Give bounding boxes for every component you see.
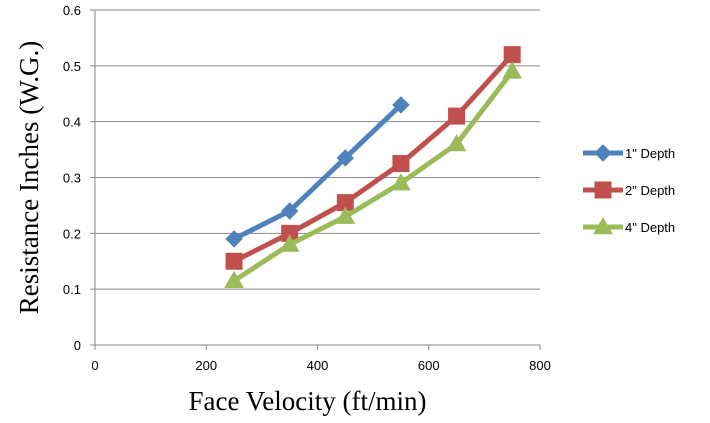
data-point bbox=[279, 234, 300, 252]
axes: 0 0.1 0.2 0.3 0.4 0.5 0.6 0 200 400 600 800 bbox=[63, 3, 551, 373]
data-point bbox=[502, 61, 523, 79]
y-tick-label: 0 bbox=[74, 338, 81, 353]
series-line bbox=[232, 52, 515, 264]
series-line bbox=[232, 69, 515, 283]
legend-item: 4" Depth bbox=[583, 216, 675, 235]
x-tick-label: 0 bbox=[91, 358, 98, 373]
data-point bbox=[280, 202, 299, 220]
y-tick-label: 0.5 bbox=[63, 59, 81, 74]
x-axis-title: Face Velocity (ft/min) bbox=[189, 386, 427, 416]
x-tick-label: 800 bbox=[529, 358, 551, 373]
y-tick-label: 0.1 bbox=[63, 282, 81, 297]
series-triangle bbox=[224, 61, 523, 289]
series-layer bbox=[224, 46, 523, 289]
data-point bbox=[392, 155, 410, 173]
x-tick-label: 400 bbox=[307, 358, 329, 373]
data-point bbox=[446, 133, 467, 152]
legend-label: 2" Depth bbox=[625, 183, 675, 198]
series-diamond bbox=[225, 96, 410, 248]
data-point bbox=[335, 206, 356, 224]
data-point bbox=[392, 96, 410, 114]
legend-marker bbox=[593, 216, 613, 235]
x-tick-label: 200 bbox=[195, 358, 217, 373]
legend-marker bbox=[594, 144, 612, 162]
data-point bbox=[336, 149, 355, 167]
legend-label: 1" Depth bbox=[625, 146, 675, 161]
data-point bbox=[225, 252, 243, 270]
legend-label: 4" Depth bbox=[625, 220, 675, 235]
series-square bbox=[225, 46, 521, 270]
data-point bbox=[391, 173, 411, 191]
data-point bbox=[225, 230, 243, 248]
y-tick-label: 0.3 bbox=[63, 171, 81, 186]
legend-marker bbox=[594, 181, 612, 199]
series-line bbox=[232, 103, 403, 242]
y-tick-label: 0.6 bbox=[63, 3, 81, 18]
y-axis-title: Resistance Inches (W.G.) bbox=[14, 41, 44, 314]
legend-item: 2" Depth bbox=[583, 181, 675, 199]
y-tick-label: 0.4 bbox=[63, 115, 81, 130]
data-point bbox=[448, 107, 466, 125]
data-point bbox=[503, 46, 521, 64]
legend: 1" Depth 2" Depth 4" Depth bbox=[583, 144, 675, 235]
data-point bbox=[224, 270, 244, 289]
y-tick-label: 0.2 bbox=[63, 226, 81, 241]
legend-item: 1" Depth bbox=[583, 144, 675, 162]
x-tick-label: 600 bbox=[418, 358, 440, 373]
gridlines bbox=[95, 9, 540, 290]
